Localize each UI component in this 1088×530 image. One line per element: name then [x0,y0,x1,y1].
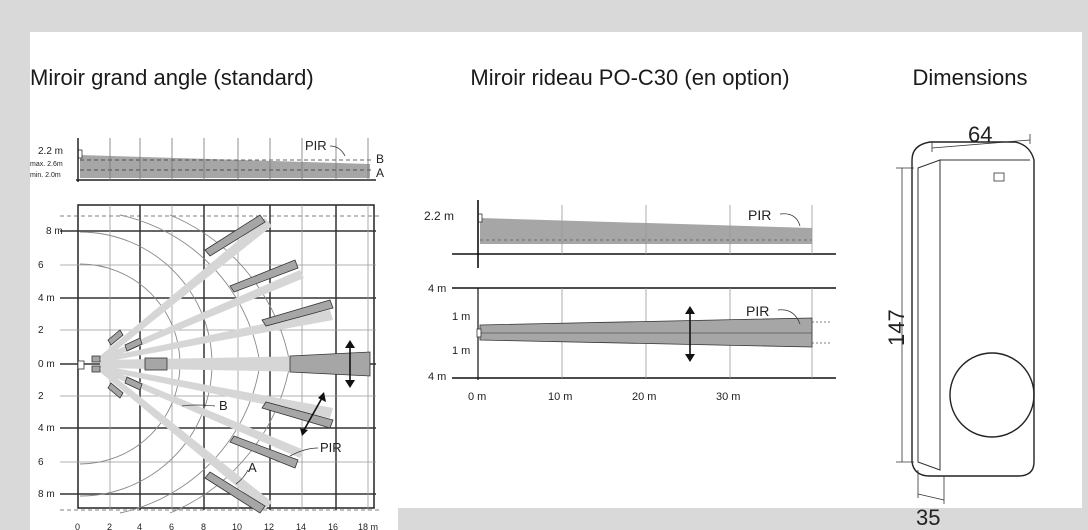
heading-curtain-mirror: Miroir rideau PO-C30 (en option) [470,65,790,90]
side-max-label: max. 2.6m [30,161,63,168]
x-label-4: 4 [137,522,142,530]
side-view-diagram: 2.2 m max. 2.6m min. 2.0m PIR B A [30,138,384,182]
heading-dimensions: Dimensions [912,65,1028,90]
curtain-height-label: 2.2 m [424,209,454,223]
y-label-2-top: 2 [38,325,44,336]
x-label-14: 14 [296,522,306,530]
dimension-depth: 35 [916,505,940,530]
top-label-pir: PIR [320,440,342,455]
y-label-6-top: 6 [38,260,44,271]
heading-wide-angle-mirror: Miroir grand angle (standard) [30,65,314,90]
top-label-a: A [248,460,257,475]
footer-strip [398,508,1088,530]
side-min-label: min. 2.0m [30,172,61,179]
dimensions-drawing: 64 147 35 [884,122,1035,530]
content-panel [30,32,1082,530]
curtain-y-4m-bottom: 4 m [428,371,446,383]
curtain-side-view: 2.2 m PIR [424,200,836,268]
x-label-8: 8 [201,522,206,530]
curtain-y-1m-top: 1 m [452,311,470,323]
dimension-height: 147 [884,309,909,346]
y-label-6-bottom: 6 [38,457,44,468]
y-label-8m-top: 8 m [46,226,63,237]
side-detection-zone [80,155,370,178]
lens-circle [949,352,1035,438]
curtain-side-pir-label: PIR [748,207,771,223]
x-label-10: 10 [232,522,242,530]
curtain-y-4m-top: 4 m [428,283,446,295]
x-label-6: 6 [169,522,174,530]
x-label-12: 12 [264,522,274,530]
curtain-x-0m: 0 m [468,391,486,403]
top-label-b: B [219,398,228,413]
y-label-2-bottom: 2 [38,391,44,402]
curtain-x-30m: 30 m [716,391,740,403]
y-label-4m-bottom: 4 m [38,423,55,434]
x-label-16: 16 [328,522,338,530]
x-label-0: 0 [75,522,80,530]
top-sensor [77,360,85,370]
curtain-top-view: 4 m 1 m 1 m 4 m 0 m 10 m 20 m 30 m PIR [428,283,836,403]
side-height-label: 2.2 m [38,146,63,157]
side-line-a-label: A [376,166,384,180]
side-line-b-label: B [376,152,384,166]
side-pir-label: PIR [305,138,327,153]
x-label-18m: 18 m [358,522,378,530]
curtain-y-1m-bottom: 1 m [452,345,470,357]
curtain-x-20m: 20 m [632,391,656,403]
dimension-width: 64 [968,122,992,147]
top-view-diagram: 8 m 6 4 m 2 0 m 2 4 m 6 8 m 0 2 4 6 8 10… [38,204,380,530]
curtain-x-10m: 10 m [548,391,572,403]
y-label-4m-top: 4 m [38,293,55,304]
device-outline [911,141,1035,477]
x-label-2: 2 [107,522,112,530]
y-label-8m-bottom: 8 m [38,489,55,500]
curtain-top-pir-label: PIR [746,303,769,319]
y-label-0m: 0 m [38,359,55,370]
